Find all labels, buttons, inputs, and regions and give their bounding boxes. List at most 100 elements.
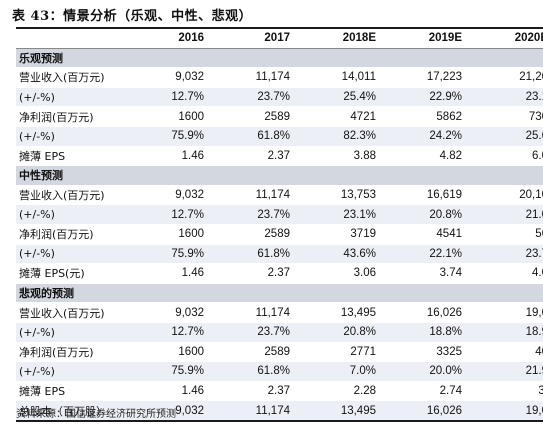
section-header-row: 悲观的预测 (16, 283, 543, 303)
row-label: (+/-%) (16, 126, 146, 147)
value-cell: 5862 (436, 110, 462, 123)
value-cell: 20.8% (318, 322, 404, 342)
value-cell: 1600 (178, 228, 204, 241)
table-row: 净利润(百万元) 1600 2589 3719 4541 56 (16, 224, 543, 245)
value-cell: 21.0 (490, 204, 543, 225)
value-cell: 43.6% (318, 244, 404, 264)
value-cell: 12.7% (146, 322, 232, 342)
value-cell: 12.7% (146, 204, 232, 225)
row-label: 摊薄 EPS (19, 149, 66, 163)
value-cell: 61.8% (232, 244, 318, 264)
value-cell: 9,032 (175, 306, 204, 319)
row-label: (+/-%) (16, 204, 146, 225)
header-cell-2020e: 2020E (514, 32, 543, 45)
value-cell: 11,174 (232, 400, 318, 421)
value-cell: 2771 (350, 345, 376, 358)
table-row: 营业收入(百万元) 9,032 11,174 13,753 16,619 20,10 (16, 185, 543, 205)
value-cell: 56 (535, 228, 543, 241)
value-cell: 4721 (350, 110, 376, 123)
value-cell: 22.9% (404, 87, 490, 107)
row-label: 摊薄 EPS(元) (19, 267, 85, 281)
row-label: (+/-%) (16, 244, 146, 264)
value-cell: 17,223 (426, 71, 462, 84)
value-cell: 25.4% (318, 87, 404, 107)
value-cell: 3719 (350, 228, 376, 241)
value-cell: 16,619 (426, 189, 462, 202)
row-label: 净利润(百万元) (19, 228, 94, 242)
row-label: 营业收入(百万元) (19, 71, 105, 85)
value-cell: 24.2% (404, 126, 490, 147)
row-label: (+/-%) (16, 361, 146, 382)
value-cell: 11,174 (255, 71, 290, 84)
header-cell-2016: 2016 (178, 32, 204, 45)
value-cell: 13,753 (340, 189, 376, 202)
value-cell: 1.46 (181, 267, 204, 280)
row-label: 净利润(百万元) (19, 345, 94, 359)
table-row: (+/-%)75.9%61.8%82.3%24.2%25.6 (16, 126, 543, 147)
value-cell: 82.3% (318, 126, 404, 147)
value-cell: 3.06 (353, 267, 376, 280)
scenario-table: 2016 2017 2018E 2019E 2020E 乐观预测营业收入(百万元… (16, 27, 543, 422)
value-cell: 13,495 (340, 306, 376, 319)
row-label: 净利润(百万元) (19, 110, 94, 124)
header-cell-2018e: 2018E (342, 32, 376, 45)
table-row: 摊薄 EPS(元) 1.46 2.37 3.06 3.74 4.0 (16, 264, 543, 284)
row-label: (+/-%) (16, 322, 146, 342)
value-cell: 2.37 (267, 384, 290, 397)
value-cell: 3.74 (439, 267, 462, 280)
source-note: 资料来源：国信证券经济研究所预测 (16, 409, 176, 420)
header-cell-2019e: 2019E (428, 32, 462, 45)
table-row: 营业收入(百万元) 9,032 11,174 13,495 16,026 19,0 (16, 303, 543, 323)
value-cell: 11,174 (255, 189, 290, 202)
value-cell: 11,174 (255, 306, 290, 319)
value-cell: 23.7% (232, 87, 318, 107)
value-cell: 9,032 (175, 71, 204, 84)
section-header-row: 中性预测 (16, 165, 543, 186)
value-cell: 20.0% (404, 361, 490, 382)
row-label: 摊薄 EPS (19, 384, 66, 398)
value-cell: 3.88 (353, 149, 376, 162)
section-title: 悲观的预测 (16, 283, 543, 303)
value-cell: 21.9 (490, 361, 543, 382)
value-cell: 40 (535, 345, 543, 358)
value-cell: 2.37 (267, 149, 290, 162)
value-cell: 16,026 (426, 306, 462, 319)
section-title: 乐观预测 (16, 48, 543, 68)
value-cell: 75.9% (146, 244, 232, 264)
value-cell: 4541 (436, 228, 462, 241)
value-cell: 1.46 (181, 384, 204, 397)
value-cell: 20,10 (519, 189, 543, 202)
value-cell: 2.74 (439, 384, 462, 397)
value-cell: 2.28 (353, 384, 376, 397)
value-cell: 19,0 (525, 306, 543, 319)
value-cell: 13,495 (318, 400, 404, 421)
row-label: 营业收入(百万元) (19, 306, 105, 320)
header-cell-label (16, 28, 146, 48)
value-cell: 2.37 (267, 267, 290, 280)
table-row: 净利润(百万元) 1600 2589 2771 3325 40 (16, 342, 543, 362)
table-row: 摊薄 EPS 1.46 2.37 2.28 2.74 3. (16, 381, 543, 401)
row-label: 营业收入(百万元) (19, 189, 105, 203)
value-cell: 2589 (264, 110, 290, 123)
table-row: (+/-%)12.7%23.7%25.4%22.9%23.1 (16, 87, 543, 107)
value-cell: 12.7% (146, 87, 232, 107)
value-cell: 23.1 (490, 87, 543, 107)
value-cell: 21,20 (519, 71, 543, 84)
table-row: (+/-%)12.7%23.7%20.8%18.8%18.9 (16, 322, 543, 342)
value-cell: 1.46 (181, 149, 204, 162)
value-cell: 3. (490, 381, 543, 401)
header-cell-2017: 2017 (264, 32, 290, 45)
value-cell: 23.7% (232, 322, 318, 342)
value-cell: 16,026 (404, 400, 490, 421)
value-cell: 22.1% (404, 244, 490, 264)
table-row: 净利润(百万元) 1600 2589 4721 5862 730 (16, 107, 543, 127)
value-cell: 3325 (436, 345, 462, 358)
value-cell: 61.8% (232, 361, 318, 382)
header-row: 2016 2017 2018E 2019E 2020E (16, 28, 543, 49)
value-cell: 7.0% (318, 361, 404, 382)
value-cell: 9,032 (146, 400, 232, 421)
table-row: (+/-%)12.7%23.7%23.1%20.8%21.0 (16, 204, 543, 225)
section-title: 中性预测 (16, 165, 543, 186)
value-cell: 4.0 (532, 267, 543, 280)
